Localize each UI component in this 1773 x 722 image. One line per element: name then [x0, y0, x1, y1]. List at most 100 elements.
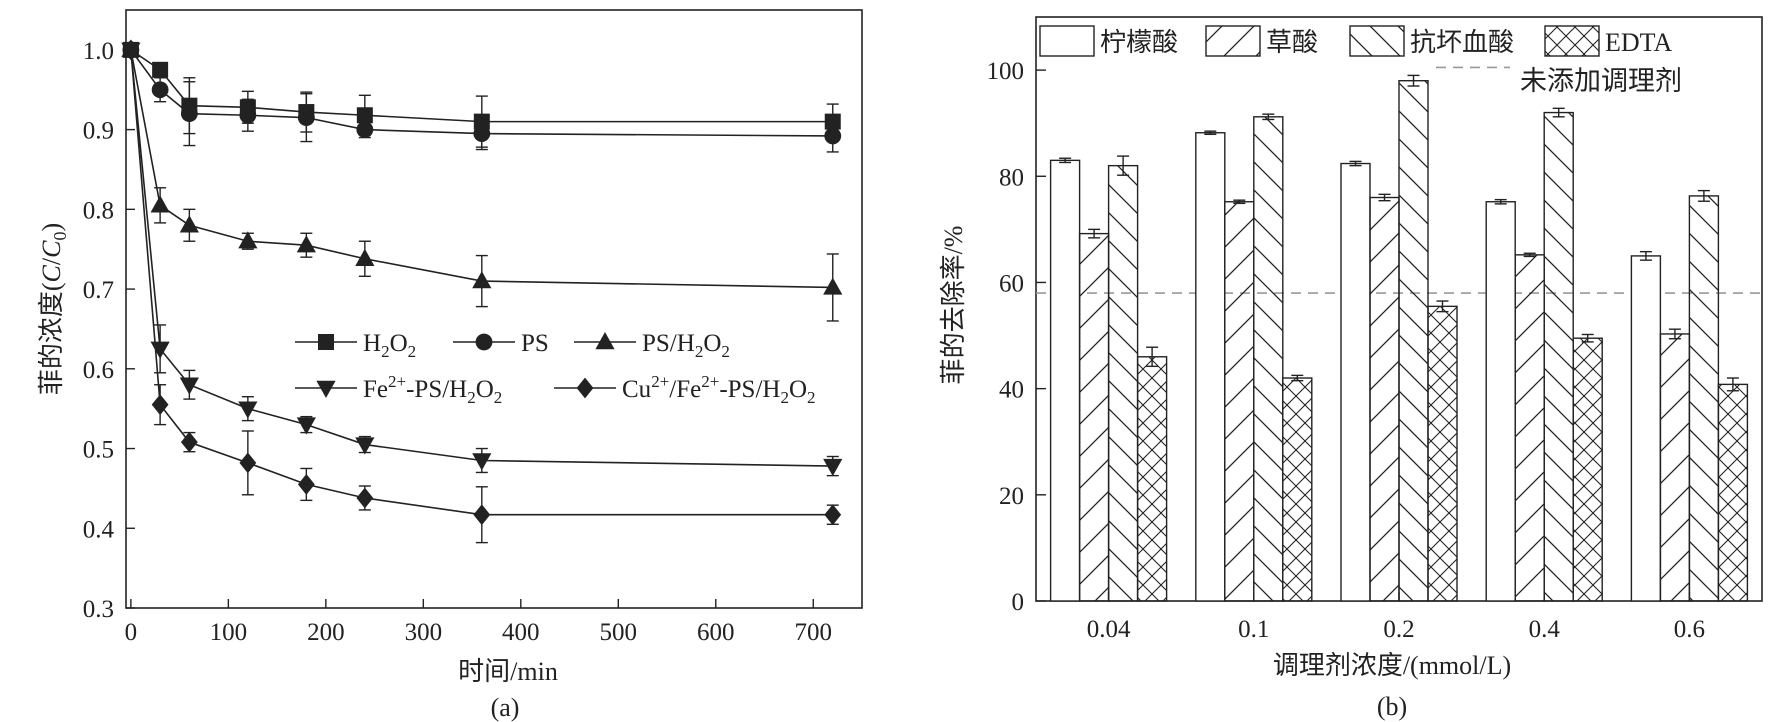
b-legend-label-1: 草酸 [1266, 28, 1318, 57]
data-point-3-6 [472, 453, 492, 471]
b-x-tick-label-2: 0.2 [1383, 616, 1414, 643]
data-point-0-5 [356, 107, 373, 124]
bar-3-2 [1543, 111, 1574, 602]
data-point-4-7 [824, 504, 842, 526]
bar-1-3 [1282, 377, 1313, 602]
data-point-2-1 [150, 195, 170, 213]
bar-2-2 [1398, 80, 1429, 602]
x-tick-label-1: 100 [210, 619, 248, 646]
b-x-tick-label-4: 0.6 [1674, 616, 1705, 643]
legend-item-1: PS [453, 330, 549, 357]
y-tick-label-3: 0.6 [83, 357, 114, 384]
legend-item-0: H2O2 [295, 330, 416, 361]
b-legend-item-1: 草酸 [1205, 25, 1318, 57]
bar-1-0 [1195, 132, 1226, 602]
data-point-4-4 [297, 474, 315, 495]
bar-group-2-1 [1369, 193, 1400, 602]
bar-3-3 [1572, 337, 1603, 602]
b-y-tick-label-1: 20 [999, 483, 1024, 510]
data-point-2-3 [238, 231, 258, 249]
bar-group-2-2 [1398, 74, 1429, 602]
data-point-4-3 [239, 452, 257, 474]
panel-b-bars [1049, 74, 1749, 602]
legend-marker-3 [316, 380, 336, 398]
x-tick-label-0: 0 [125, 619, 138, 646]
legend-item-4: Cu2+/Fe2+-PS/H2O2 [554, 372, 816, 407]
x-tick-label-7: 700 [795, 619, 833, 646]
legend-label-0: H2O2 [363, 330, 416, 361]
data-point-4-6 [473, 504, 491, 526]
b-x-tick-label-1: 0.1 [1238, 616, 1269, 643]
panel-a-caption: (a) [491, 693, 520, 722]
b-legend-item-3: EDTA [1544, 25, 1672, 57]
panel-a-ticks: 0 100 200 300 400 500 600 700 0.3 0.4 0.5 0.6 0.7 0.8… [83, 38, 832, 646]
b-legend-swatch-0 [1039, 25, 1095, 57]
bar-1-1 [1224, 201, 1255, 602]
b-legend-swatch-3 [1544, 25, 1600, 57]
bar-group-4-0 [1630, 250, 1662, 602]
y-tick-label-6: 0.9 [83, 118, 114, 145]
panel-b-x-axis-label: 调理剂浓度/(mmol/L) [1273, 651, 1511, 680]
bar-group-0-1 [1078, 228, 1110, 602]
legend-marker-2 [595, 332, 615, 350]
bar-group-1-2 [1253, 113, 1284, 602]
panel-b-y-axis-label: 菲的去除率/% [939, 226, 968, 385]
b-legend-label-2: 抗坏血酸 [1410, 28, 1514, 57]
b-x-tick-label-3: 0.4 [1529, 616, 1561, 643]
b-y-tick-label-0: 0 [1012, 589, 1025, 616]
panel-a-line-chart: 0 100 200 300 400 500 600 700 0.3 0.4 0.5 0.6 0.7 0.8… [37, 9, 863, 722]
y-tick-label-0: 0.3 [83, 596, 114, 623]
bar-4-1 [1659, 333, 1691, 602]
bar-group-1-3 [1282, 374, 1313, 602]
bar-group-0-3 [1136, 346, 1168, 602]
bar-group-4-2 [1688, 189, 1720, 602]
panel-a-y-axis-label: 菲的浓度(C/C0) [37, 223, 70, 395]
bar-group-0-2 [1107, 155, 1139, 602]
y-tick-label-7: 1.0 [83, 38, 114, 65]
b-legend-item-0: 柠檬酸 [1039, 25, 1178, 57]
bar-0-2 [1107, 164, 1139, 602]
x-tick-label-6: 600 [697, 619, 735, 646]
panel-a-series [121, 39, 843, 544]
bar-group-2-0 [1340, 160, 1371, 602]
series-line-3 [130, 49, 833, 467]
data-point-2-6 [472, 271, 492, 289]
y-tick-label-1: 0.4 [83, 516, 115, 543]
data-point-4-0 [122, 39, 140, 61]
bar-group-3-3 [1572, 333, 1603, 602]
data-point-1-6 [473, 125, 491, 142]
data-point-3-4 [296, 417, 316, 435]
bar-group-2-3 [1427, 300, 1458, 602]
data-point-3-2 [179, 377, 199, 395]
data-point-4-1 [151, 394, 169, 416]
panel-b-bar-chart: 0 20 40 60 80 100 0.04 0.1 0.2 0.4 0.6 未添加调理剂 柠檬酸 草… [939, 16, 1763, 721]
x-tick-label-5: 500 [600, 619, 638, 646]
y-tick-label-2: 0.5 [83, 437, 114, 464]
b-y-tick-label-5: 100 [987, 58, 1025, 85]
bar-0-1 [1078, 232, 1110, 602]
data-point-1-5 [356, 121, 374, 138]
x-tick-label-3: 300 [405, 619, 443, 646]
b-y-tick-label-4: 80 [999, 164, 1024, 191]
panel-b-ticks: 0 20 40 60 80 100 0.04 0.1 0.2 0.4 0.6 [987, 58, 1706, 643]
legend-marker-4 [576, 377, 594, 399]
data-point-3-3 [238, 401, 258, 419]
series-line-2 [130, 49, 833, 289]
bar-1-2 [1253, 116, 1284, 602]
bar-4-2 [1688, 195, 1720, 602]
data-point-2-5 [355, 248, 375, 266]
series-line-4 [130, 49, 833, 516]
series-1 [122, 41, 842, 153]
bar-2-0 [1340, 162, 1371, 602]
legend-item-3: Fe2+-PS/H2O2 [295, 372, 502, 407]
data-point-1-7 [824, 127, 842, 145]
b-legend-item-2: 抗坏血酸 [1349, 25, 1514, 57]
bar-3-1 [1514, 254, 1545, 602]
bar-group-3-1 [1514, 252, 1545, 602]
data-point-1-2 [180, 105, 198, 123]
panel-a-legend: H2O2 PS PS/H2O2 Fe2+-PS/H2O2 Cu2+/Fe2+-PS/H2… [295, 330, 816, 407]
b-legend-swatch-1 [1205, 25, 1261, 57]
b-y-tick-label-2: 40 [999, 377, 1024, 404]
y-tick-label-4: 0.7 [83, 277, 114, 304]
series-3 [121, 42, 843, 477]
